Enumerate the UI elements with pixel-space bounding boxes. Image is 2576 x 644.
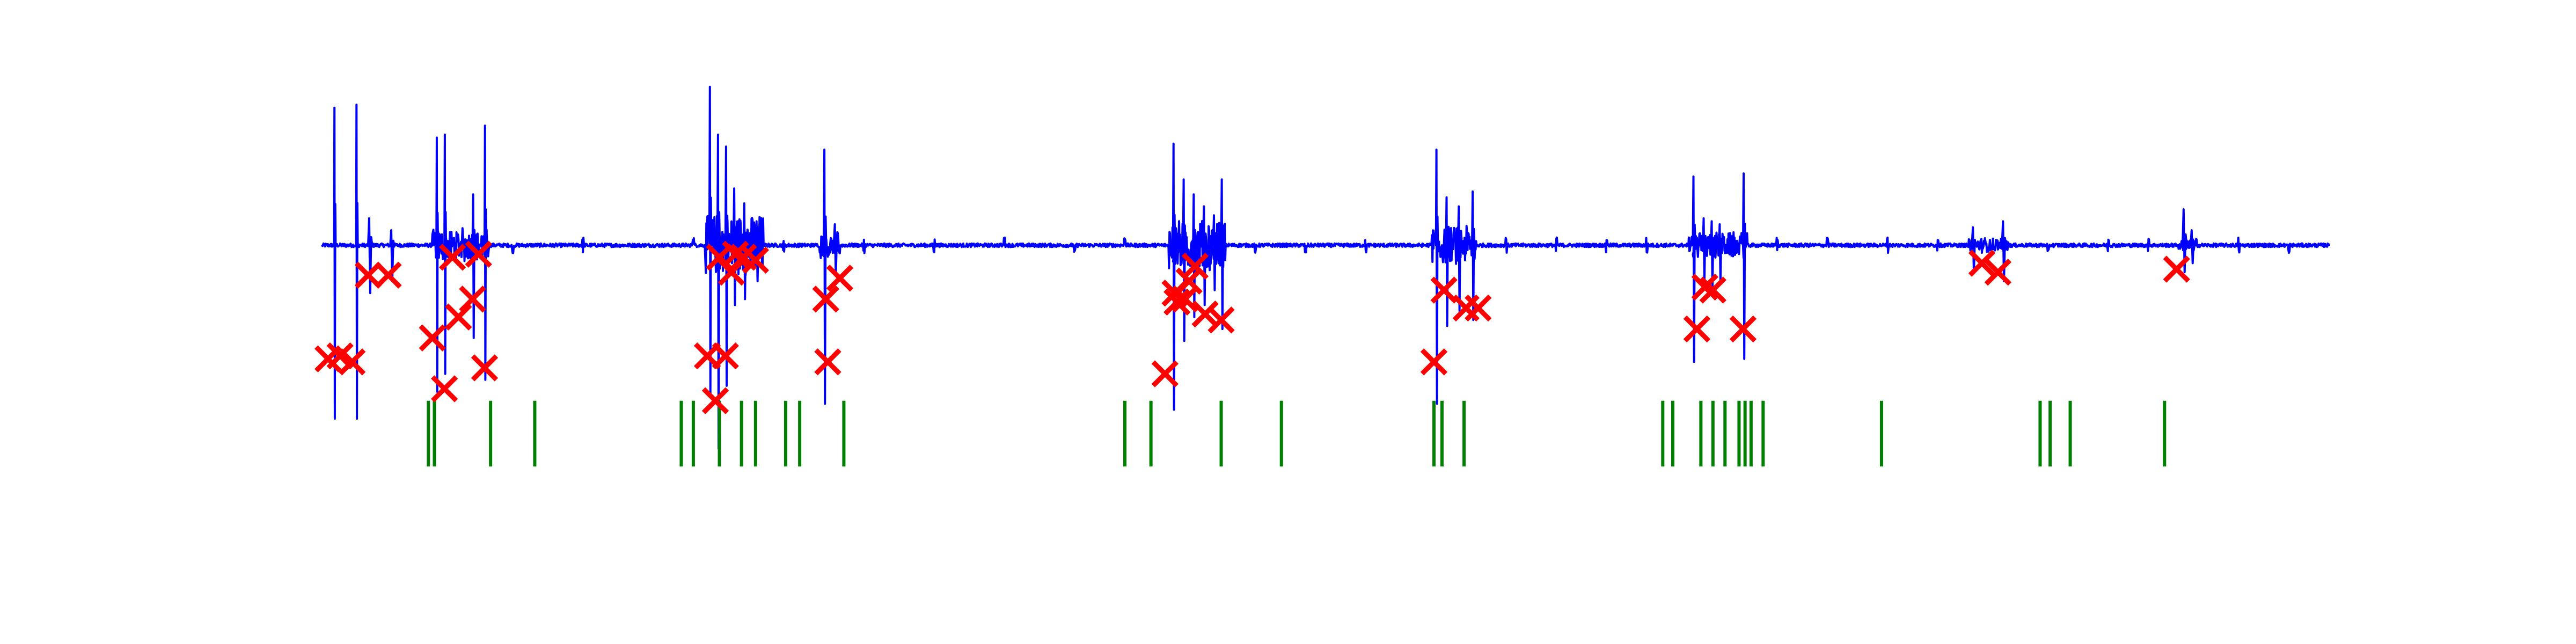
detection-marker-28 bbox=[1181, 252, 1209, 280]
detection-marker-33 bbox=[1452, 294, 1480, 322]
detection-marker-38 bbox=[1729, 315, 1757, 343]
detection-marker-21 bbox=[814, 348, 841, 376]
detection-marker-30 bbox=[1208, 306, 1235, 334]
detection-marker-3 bbox=[354, 261, 382, 289]
detection-marker-22 bbox=[826, 265, 854, 292]
detection-marker-36 bbox=[1691, 273, 1719, 301]
detection-marker-5 bbox=[419, 324, 446, 352]
detection-marker-10 bbox=[465, 240, 492, 268]
detection-marker-15 bbox=[712, 342, 739, 370]
detection-marker-41 bbox=[2163, 255, 2190, 283]
detection-marker-34 bbox=[1465, 294, 1492, 322]
detection-marker-4 bbox=[375, 261, 402, 289]
detection-marker-27 bbox=[1175, 267, 1203, 295]
signal-trace-layer bbox=[321, 85, 2330, 450]
detection-marker-9 bbox=[459, 286, 486, 313]
detection-marker-25 bbox=[1163, 288, 1191, 316]
detection-marker-19 bbox=[742, 246, 770, 274]
detection-marker-6 bbox=[430, 375, 458, 402]
detection-marker-32 bbox=[1430, 276, 1458, 304]
detection-marker-35 bbox=[1683, 315, 1711, 343]
detection-marker-13 bbox=[701, 387, 729, 414]
signal-trace-line bbox=[321, 85, 2330, 450]
detection-marker-8 bbox=[445, 303, 472, 331]
detection-marker-31 bbox=[1420, 348, 1448, 376]
detection-marker-39 bbox=[1968, 250, 1996, 277]
detection-marker-17 bbox=[722, 240, 749, 268]
detection-marker-29 bbox=[1191, 300, 1219, 328]
detection-marker-37 bbox=[1699, 276, 1727, 304]
detection-marker-40 bbox=[1984, 258, 2012, 286]
detection-marker-7 bbox=[438, 244, 466, 271]
detection-marker-20 bbox=[812, 286, 839, 313]
detection-marker-2 bbox=[338, 348, 366, 376]
detection-marker-11 bbox=[471, 354, 499, 382]
detection-marker-23 bbox=[1151, 360, 1179, 387]
reference-ticks-layer bbox=[427, 400, 2167, 467]
detection-markers-layer bbox=[314, 240, 2190, 414]
